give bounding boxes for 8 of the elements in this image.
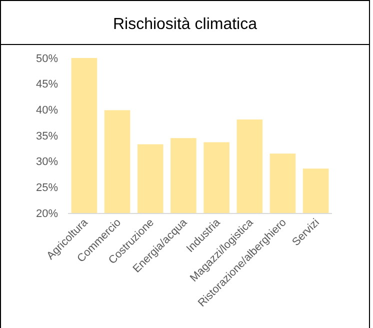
y-tick-label: 40%	[36, 104, 58, 117]
y-tick-label: 50%	[36, 52, 58, 65]
y-tick-label: 20%	[36, 208, 58, 220]
y-tick-label: 35%	[36, 130, 58, 142]
y-tick-label: 30%	[36, 156, 58, 168]
y-tick-label: 25%	[36, 182, 58, 194]
y-tick-label: 45%	[36, 78, 58, 91]
chart-title: Rischiosità climatica	[112, 16, 258, 33]
